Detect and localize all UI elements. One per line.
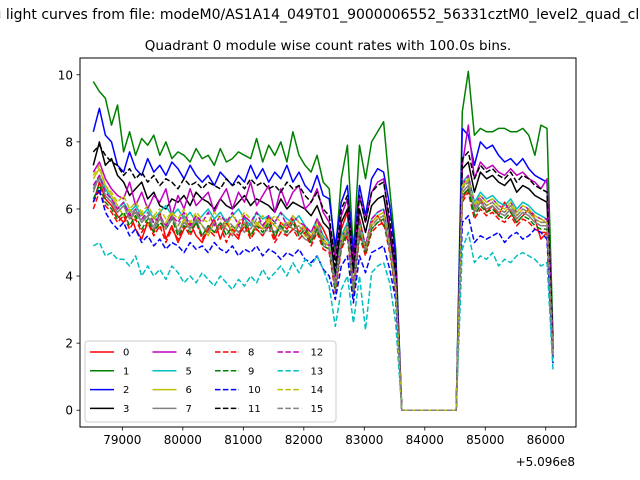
legend-label: 6 bbox=[186, 385, 192, 396]
series-line-13 bbox=[92, 231, 554, 411]
series-line-5 bbox=[92, 174, 554, 411]
x-tick-label: 82000 bbox=[285, 433, 323, 447]
legend-label: 15 bbox=[311, 404, 324, 415]
y-tick-label: 10 bbox=[58, 68, 73, 82]
series-line-15 bbox=[92, 178, 554, 411]
y-tick-label: 4 bbox=[65, 270, 73, 284]
x-tick-label: 85000 bbox=[466, 433, 504, 447]
legend-label: 14 bbox=[311, 385, 324, 396]
y-tick-label: 2 bbox=[65, 337, 73, 351]
y-tick-label: 6 bbox=[65, 202, 73, 216]
legend-label: 1 bbox=[123, 366, 129, 377]
series-line-3 bbox=[92, 141, 554, 411]
series-line-12 bbox=[92, 174, 554, 411]
legend-label: 10 bbox=[248, 385, 261, 396]
y-tick-label: 8 bbox=[65, 135, 73, 149]
legend-label: 12 bbox=[311, 348, 324, 359]
series-line-10 bbox=[92, 188, 554, 411]
series-line-14 bbox=[92, 164, 554, 411]
x-tick-label: 86000 bbox=[527, 433, 565, 447]
x-tick-label: 83000 bbox=[345, 433, 383, 447]
legend-label: 13 bbox=[311, 366, 324, 377]
series-line-8 bbox=[92, 191, 554, 411]
series-layer bbox=[92, 70, 554, 411]
x-tick-label: 79000 bbox=[103, 433, 141, 447]
chart-title: Plotting light curves from file: modeM0/… bbox=[0, 7, 640, 23]
x-tick-label: 81000 bbox=[224, 433, 262, 447]
legend-label: 9 bbox=[248, 366, 254, 377]
series-line-1 bbox=[92, 70, 554, 411]
legend-label: 11 bbox=[248, 404, 261, 415]
legend-label: 0 bbox=[123, 348, 129, 359]
legend-box bbox=[84, 340, 337, 423]
legend-label: 2 bbox=[123, 385, 129, 396]
y-tick-label: 0 bbox=[65, 404, 73, 418]
legend-label: 5 bbox=[186, 366, 192, 377]
axis-ticks: 79000 80000 81000 82000 83000 84000 85000 86000… bbox=[58, 68, 565, 447]
legend-label: 7 bbox=[186, 404, 192, 415]
x-tick-label: 80000 bbox=[164, 433, 202, 447]
legend-label: 8 bbox=[248, 348, 254, 359]
legend-label: 3 bbox=[123, 404, 129, 415]
series-line-2 bbox=[92, 107, 554, 411]
x-tick-label: 84000 bbox=[406, 433, 444, 447]
x-offset-label: +5.096e8 bbox=[516, 455, 575, 469]
chart-subtitle: Quadrant 0 module wise count rates with … bbox=[145, 38, 511, 54]
legend-label: 4 bbox=[186, 348, 192, 359]
plot-frame bbox=[79, 57, 577, 428]
series-line-4 bbox=[92, 124, 554, 411]
